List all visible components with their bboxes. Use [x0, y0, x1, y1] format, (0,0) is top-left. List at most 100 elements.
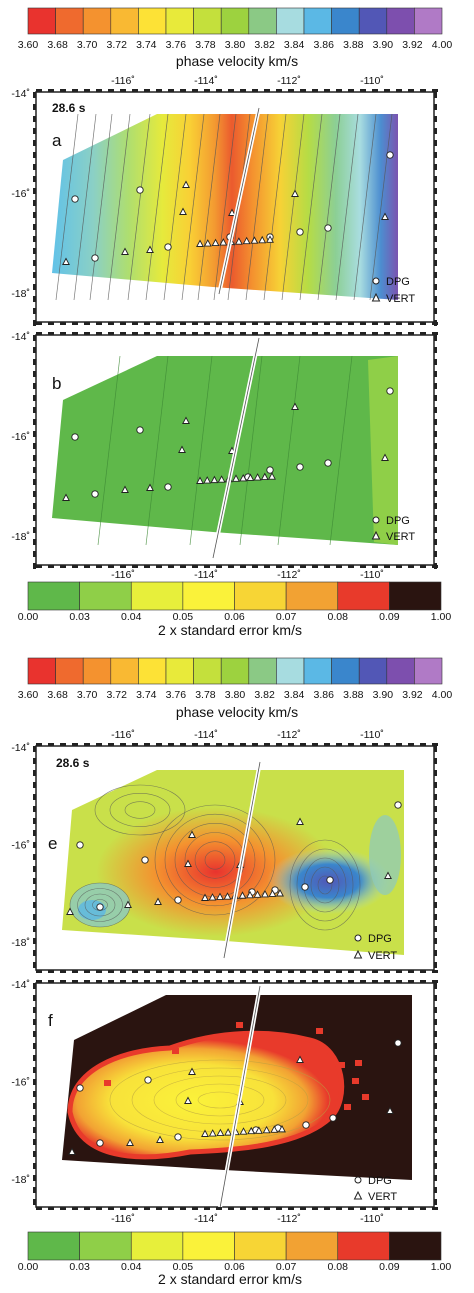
dpg-station — [386, 151, 394, 159]
lon-tick-label: -116˚ — [111, 75, 135, 87]
vert-station — [196, 476, 204, 484]
lon-tick-label: -114˚ — [194, 569, 218, 581]
colorbar-swatches — [27, 1231, 442, 1261]
colorbar-tick-label: 4.00 — [432, 39, 453, 51]
colorbar-swatches — [27, 7, 443, 35]
colorbar-swatch — [110, 7, 139, 35]
colorbar-swatch — [193, 7, 222, 35]
lon-tick-label: -116˚ — [111, 569, 135, 581]
vert-station — [184, 859, 192, 867]
colorbar-swatch — [389, 581, 442, 611]
vert-station — [239, 473, 248, 482]
colorbar-tick-labels: 3.60 3.68 3.70 3.72 3.74 3.76 3.78 3.80 3.82 3.84… — [18, 689, 453, 701]
lon-tick-label: -112˚ — [277, 569, 301, 581]
dpg-station — [302, 1121, 310, 1129]
dpg-station — [329, 1114, 337, 1122]
legend-vert: VERT — [368, 1191, 397, 1203]
legend: DPG VERT — [353, 933, 397, 962]
dpg-station — [91, 254, 99, 262]
legend-dpg: DPG — [368, 933, 392, 945]
error-contours — [109, 1059, 331, 1141]
dpg-station — [164, 243, 172, 251]
colorbar-tick-label: 3.72 — [106, 39, 127, 51]
lat-tick-label: -18˚ — [11, 288, 30, 300]
lon-tick-label: -116˚ — [111, 729, 135, 741]
lat-tick-label: -16˚ — [11, 431, 30, 443]
error-speckles — [104, 1022, 369, 1110]
vert-station — [278, 1124, 286, 1133]
colorbar-swatch — [27, 1231, 80, 1261]
lat-tick-label: -14˚ — [11, 331, 30, 343]
colorbar-swatch — [358, 657, 388, 685]
colorbar-swatch — [138, 657, 167, 685]
lat-tick-label: -16˚ — [11, 839, 30, 851]
station-markers — [68, 1039, 402, 1155]
colorbar-swatch — [285, 581, 339, 611]
vert-station — [184, 1096, 192, 1104]
colorbar-tick-label: 3.74 — [136, 39, 157, 51]
colorbar-tick-label: 3.84 — [284, 39, 305, 51]
dpg-station — [76, 1084, 84, 1092]
vert-station — [246, 890, 254, 899]
dpg-station — [324, 459, 332, 467]
dpg-station — [136, 186, 144, 194]
panel-letter: e — [48, 834, 57, 853]
vert-station — [258, 235, 267, 244]
colorbar-tick-label: 3.72 — [106, 689, 127, 701]
colorbar-tick-label: 0.08 — [328, 611, 349, 623]
lon-tick-label: -116˚ — [111, 1213, 135, 1225]
colorbar-tick-label: 0.06 — [224, 1261, 245, 1273]
vert-station — [246, 473, 255, 481]
vert-station — [188, 1067, 196, 1075]
colorbar-std-error-bottom: 0.00 0.03 0.04 0.05 0.06 0.07 0.08 0.09 1.00 2 x… — [18, 1231, 452, 1287]
colorbar-swatch — [82, 7, 112, 35]
colorbar-phase-velocity-top: 3.60 3.68 3.70 3.72 3.74 3.76 3.78 3.80 3.82 3.84… — [18, 7, 453, 69]
vert-station — [253, 473, 262, 481]
colorbar-swatch — [337, 1231, 390, 1261]
vert-station — [146, 483, 154, 491]
colorbar-swatch — [82, 657, 112, 685]
colorbar-swatch — [389, 1231, 442, 1261]
colorbar-swatch — [79, 581, 132, 611]
colorbar-tick-label: 0.03 — [69, 1261, 90, 1273]
vert-station — [254, 1126, 263, 1134]
vert-station — [62, 493, 70, 501]
dpg-station — [326, 876, 334, 884]
vert-station — [216, 892, 224, 901]
vert-station — [238, 891, 247, 899]
vert-station — [210, 475, 219, 484]
vert-station — [253, 890, 262, 898]
legend-vert: VERT — [368, 950, 397, 962]
colorbar-swatches — [27, 657, 443, 685]
colorbar-tick-label: 0.09 — [379, 611, 400, 623]
colorbar-swatch — [276, 7, 305, 35]
vert-station — [296, 817, 304, 825]
vert-station — [208, 893, 217, 901]
colorbar-tick-label: 3.86 — [313, 39, 334, 51]
colorbar-tick-label: 3.78 — [195, 39, 216, 51]
map-axes-ef: -14˚ -16˚ -18˚ -14˚ -16˚ -18˚ -116˚ -114˚ -112˚ -… — [11, 729, 438, 1225]
colorbar-tick-label: 3.88 — [343, 689, 364, 701]
colorbar-tick-labels: 0.00 0.03 0.04 0.05 0.06 0.07 0.08 0.09 1.00 — [18, 1261, 452, 1273]
lat-tick-label: -14˚ — [11, 979, 30, 991]
colorbar-swatch — [386, 657, 415, 685]
colorbar-swatches — [27, 581, 442, 611]
colorbar-swatch — [220, 7, 250, 35]
dpg-station — [174, 1133, 182, 1141]
vert-station — [291, 402, 299, 410]
colorbar-swatch — [386, 7, 415, 35]
dpg-station — [71, 195, 79, 203]
colorbar-swatch — [276, 657, 305, 685]
colorbar-tick-label: 3.70 — [77, 39, 98, 51]
vert-station — [384, 871, 392, 879]
vert-station — [121, 247, 129, 255]
colorbar-swatch — [182, 581, 235, 611]
colorbar-label: 2 x standard error km/s — [158, 1271, 302, 1287]
vert-station — [216, 1128, 225, 1137]
colorbar-swatch — [234, 1231, 287, 1261]
colorbar-swatch — [285, 1231, 339, 1261]
lat-tick-label: -14˚ — [11, 88, 30, 100]
panel-letter: b — [52, 374, 61, 393]
vert-station — [242, 236, 251, 245]
vert-station — [178, 445, 186, 453]
